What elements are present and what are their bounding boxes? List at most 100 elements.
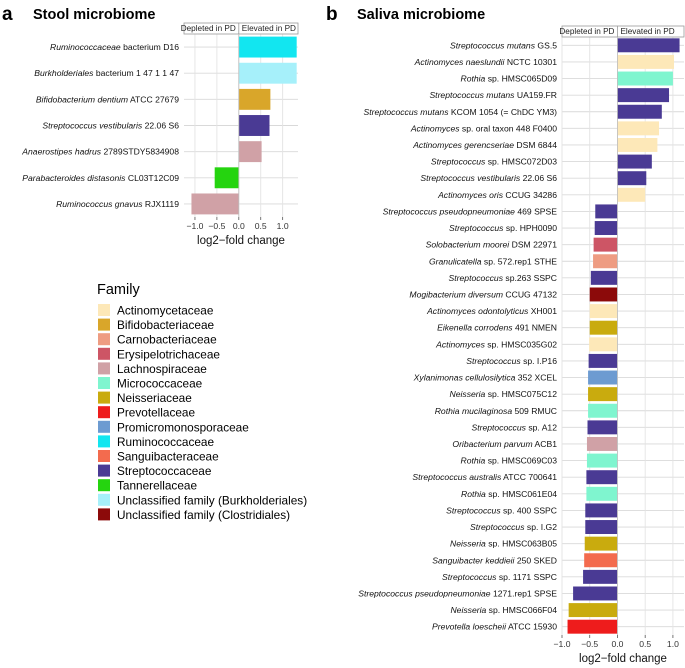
x-tick-label: −0.5 (208, 221, 225, 231)
bar-label: Streptococcus sp.263 SSPC (449, 273, 557, 283)
bar-label: Ruminococcaceae bacterium D16 (50, 42, 179, 52)
bar (617, 187, 646, 202)
bar (568, 603, 618, 618)
bar (589, 320, 618, 335)
bar-label: Actinomyces sp. HMSC035G02 (435, 339, 557, 349)
bar (191, 193, 239, 215)
bar-label: Ruminococcus gnavus RJX1119 (56, 199, 179, 209)
bar-label: Streptococcus sp. HPH0090 (449, 223, 557, 233)
x-tick-label: 1.0 (667, 639, 679, 649)
bar (573, 586, 618, 601)
x-axis-title: log2−fold change (197, 235, 285, 247)
x-axis-title: log2−fold change (579, 653, 667, 665)
bar (238, 115, 270, 136)
bar (617, 71, 673, 86)
bar (589, 304, 618, 319)
bar (617, 121, 660, 136)
panel-a-letter: a (2, 4, 13, 25)
bar (583, 569, 618, 584)
bar-label: Neisseria sp. HMSC075C12 (450, 389, 558, 399)
bar-label: Neisseria sp. HMSC066F04 (450, 605, 557, 615)
bar-label: Eikenella corrodens 491 NMEN (437, 323, 557, 333)
bar-label: Streptococcus sp. I.P16 (466, 356, 557, 366)
saliva-chart: Depleted in PD Elevated in PD Streptococcu… (358, 25, 685, 665)
bar-label: Solobacterium moorei DSM 22971 (426, 240, 558, 250)
legend-label: Ruminococcaceae (117, 435, 214, 449)
legend-swatch (98, 420, 110, 433)
bar (586, 436, 618, 451)
bar (586, 453, 618, 468)
legend-swatch (98, 508, 110, 521)
bar-label: Burkholderiales bacterium 1 47 1 1 47 (34, 68, 179, 78)
bar (589, 337, 618, 352)
bar-label: Streptococcus sp. 400 SSPC (446, 505, 557, 515)
bar (588, 370, 618, 385)
bar-label: Actinomyces odontolyticus XH001 (426, 306, 557, 316)
legend-swatch (98, 318, 110, 331)
bar (588, 387, 618, 402)
x-tick-label: −1.0 (186, 221, 203, 231)
bar (587, 420, 618, 435)
legend-swatch (98, 347, 110, 360)
bar (567, 619, 618, 634)
legend-swatch (98, 333, 110, 346)
bar-label: Streptococcus sp. 1171 SSPC (442, 572, 557, 582)
bar (593, 237, 618, 252)
bar (584, 553, 618, 568)
bar-label: Mogibacterium diversum CCUG 47132 (409, 289, 557, 299)
legend-label: Sanguibacteraceae (117, 450, 219, 464)
legend-label: Neisseriaceae (117, 391, 192, 405)
bar (585, 520, 618, 535)
legend-label: Lachnospiraceae (117, 362, 207, 376)
bar-label: Actinomyces oris CCUG 34286 (437, 190, 557, 200)
bar-label: Rothia mucilaginosa 509 RMUC (435, 406, 557, 416)
legend-swatch (98, 362, 110, 375)
bar-label: Parabacteroides distasonis CL03T12C09 (22, 173, 179, 183)
x-tick-label: −0.5 (581, 639, 598, 649)
legend-label: Erysipelotrichaceae (117, 347, 220, 361)
bar (588, 353, 618, 368)
bar (238, 36, 297, 58)
legend-label: Bifidobacteriaceae (117, 318, 214, 332)
header-strip (561, 25, 685, 38)
bar-label: Streptococcus mutans KCOM 1054 (= ChDC Y… (363, 107, 557, 117)
bar (617, 54, 675, 69)
bar (238, 88, 271, 110)
bar-label: Streptococcus sp. HMSC072D03 (431, 157, 557, 167)
bar (617, 154, 652, 169)
bar-label: Anaerostipes hadrus 2789STDY5834908 (21, 147, 179, 157)
x-tick-label: 0.0 (611, 639, 623, 649)
bar (238, 141, 262, 163)
legend-label: Tannerellaceae (117, 479, 197, 493)
bar-label: Oribacterium parvum ACB1 (452, 439, 557, 449)
bar-label: Actinomyces gerencseriae DSM 6844 (412, 140, 557, 150)
bar (617, 88, 670, 103)
bar (590, 270, 618, 285)
bar (617, 38, 680, 53)
panel-b-letter: b (326, 4, 338, 25)
bar-label: Neisseria sp. HMSC063B05 (450, 539, 557, 549)
bar-label: Streptococcus sp. I.G2 (470, 522, 557, 532)
bar-label: Bifidobacterium dentium ATCC 27679 (36, 94, 179, 104)
bar (593, 254, 618, 269)
legend-label: Unclassified family (Clostridiales) (117, 508, 290, 522)
x-tick-label: 0.5 (255, 221, 267, 231)
bar-label: Sanguibacter keddieii 250 SKED (432, 555, 557, 565)
bar (589, 287, 618, 302)
legend-label: Micrococcaceae (117, 377, 203, 391)
bar-label: Prevotella loescheii ATCC 15930 (432, 622, 557, 632)
panel-a-title: Stool microbiome (33, 7, 155, 23)
legend-swatch (98, 493, 110, 506)
panel-b-title: Saliva microbiome (357, 7, 485, 23)
legend-label: Carnobacteriaceae (117, 333, 217, 347)
bar (617, 137, 658, 152)
bar-label: Xylanimonas cellulosilytica 352 XCEL (413, 373, 558, 383)
bar-label: Actinomyces naeslundii NCTC 10301 (414, 57, 558, 67)
x-tick-label: 0.0 (233, 221, 245, 231)
header-elevated: Elevated in PD (242, 24, 296, 33)
bar (214, 167, 239, 189)
x-tick-label: 1.0 (277, 221, 289, 231)
legend-swatch (98, 406, 110, 419)
bar (594, 221, 618, 236)
legend-swatch (98, 435, 110, 448)
